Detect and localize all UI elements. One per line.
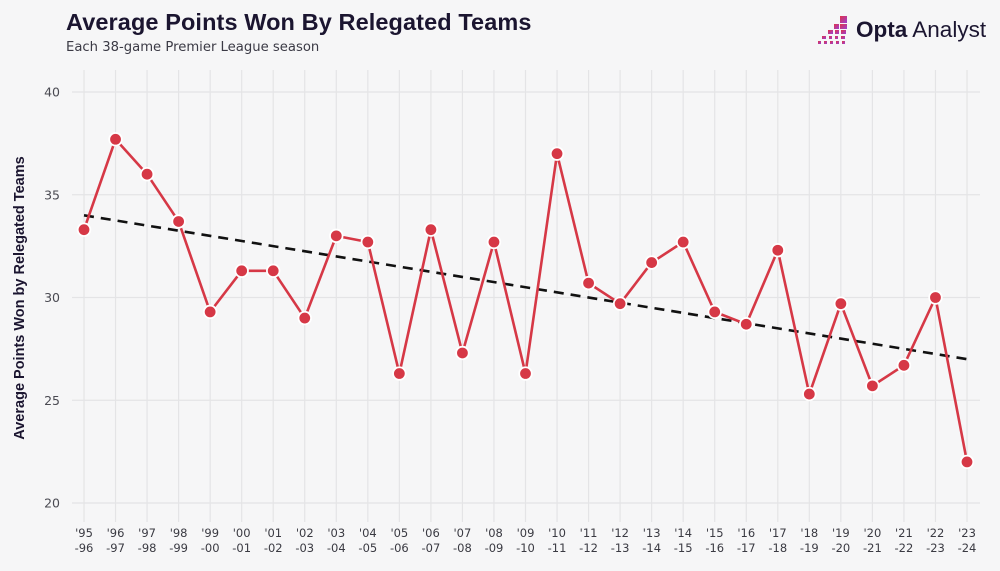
- x-tick-label: '18 -19: [800, 526, 819, 555]
- x-tick-label: '12 -13: [611, 526, 630, 555]
- y-tick-label: 20: [44, 496, 60, 511]
- data-point: [234, 263, 249, 278]
- data-point: [518, 366, 533, 381]
- data-point: [202, 304, 218, 320]
- x-tick-label: '03 -04: [327, 526, 346, 555]
- chart-title: Average Points Won By Relegated Teams: [66, 9, 532, 35]
- data-point: [139, 166, 155, 182]
- x-tick-label: '06 -07: [421, 526, 440, 555]
- x-tick-label: '21 -22: [895, 526, 914, 555]
- data-point: [392, 366, 407, 381]
- data-point: [171, 214, 186, 229]
- x-tick-label: '10 -11: [548, 526, 567, 555]
- data-point: [959, 454, 975, 470]
- trendline: [83, 214, 968, 361]
- x-tick-label: '05 -06: [390, 526, 409, 555]
- horizontal-gridlines: [72, 91, 980, 504]
- pixel-bars-icon: [818, 16, 847, 44]
- series-points: [76, 132, 975, 470]
- x-tick-label: '09 -10: [516, 526, 535, 555]
- y-tick-label: 40: [44, 85, 60, 100]
- opta-analyst-logo: Opta Analyst: [818, 14, 986, 46]
- x-tick-label: '08 -09: [485, 526, 504, 555]
- x-tick-label: '17 -18: [768, 526, 787, 555]
- x-tick-label: '20 -21: [863, 526, 882, 555]
- data-point: [486, 234, 502, 250]
- data-point: [297, 310, 312, 326]
- vertical-gridlines: [83, 70, 968, 522]
- data-point: [108, 132, 123, 147]
- data-point: [739, 317, 754, 332]
- x-tick-label: '07 -08: [453, 526, 472, 555]
- x-tick-label: '11 -12: [579, 526, 598, 555]
- x-tick-label: '13 -14: [642, 526, 661, 555]
- data-point: [329, 228, 344, 244]
- data-point: [549, 146, 565, 161]
- data-point: [802, 386, 817, 402]
- data-point: [76, 222, 92, 237]
- data-point: [770, 243, 785, 258]
- data-point: [360, 234, 376, 250]
- x-tick-label: '15 -16: [705, 526, 724, 555]
- x-tick-label: '97 -98: [138, 526, 157, 555]
- x-tick-label: '22 -23: [926, 526, 945, 555]
- x-tick-label: '99 -00: [201, 526, 220, 555]
- trendline-dashed: [83, 214, 968, 361]
- x-tick-label: '14 -15: [674, 526, 693, 555]
- logo-wordmark: Opta Analyst: [856, 17, 987, 42]
- x-tick-label: '98 -99: [169, 526, 188, 555]
- x-tick-label: '01 -02: [264, 526, 283, 555]
- x-tick-label: '00 -01: [232, 526, 251, 555]
- data-point: [833, 296, 849, 311]
- y-axis-label: Average Points Won by Relegated Teams: [12, 156, 28, 439]
- data-point: [266, 263, 281, 278]
- data-point: [644, 255, 659, 270]
- x-tick-label: '16 -17: [737, 526, 756, 555]
- x-tick-label: '23 -24: [958, 526, 977, 555]
- data-point: [707, 304, 722, 320]
- y-tick-label: 35: [44, 187, 60, 202]
- y-tick-label: 25: [44, 393, 60, 408]
- x-tick-label: '96 -97: [106, 526, 125, 555]
- data-point: [928, 290, 943, 305]
- x-tick-label: '04 -05: [358, 526, 377, 555]
- x-axis-ticks: '95 -96 '96 -97 '97 -98 '98 -99 '99 -00 '00 -01 '01-…: [75, 526, 977, 555]
- data-point: [675, 234, 691, 250]
- x-tick-label: '95 -96: [75, 526, 94, 555]
- y-tick-label: 30: [44, 290, 60, 305]
- data-point: [612, 296, 628, 311]
- data-point: [423, 222, 439, 237]
- data-point: [865, 378, 880, 394]
- x-tick-label: '19 -20: [831, 526, 850, 555]
- chart-subtitle: Each 38-game Premier League season: [66, 40, 320, 55]
- x-tick-label: '02 -03: [295, 526, 314, 555]
- data-point: [581, 275, 596, 291]
- y-axis-ticks: 20 25 30 35 40: [44, 85, 60, 511]
- data-point: [896, 358, 912, 373]
- data-point: [455, 345, 470, 361]
